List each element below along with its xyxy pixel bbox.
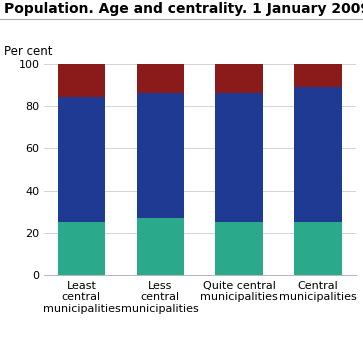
Bar bbox=[294, 87, 342, 222]
Bar bbox=[294, 222, 342, 275]
Text: Per cent: Per cent bbox=[4, 45, 52, 58]
Bar bbox=[215, 93, 263, 222]
Bar bbox=[58, 222, 105, 275]
Bar bbox=[136, 218, 184, 275]
Bar bbox=[136, 64, 184, 93]
Bar bbox=[215, 222, 263, 275]
Bar bbox=[58, 97, 105, 222]
Bar bbox=[58, 64, 105, 97]
Bar bbox=[294, 64, 342, 87]
Text: Population. Age and centrality. 1 January 2009. Per cent: Population. Age and centrality. 1 Januar… bbox=[4, 2, 363, 16]
Bar bbox=[136, 93, 184, 218]
Bar bbox=[215, 64, 263, 93]
